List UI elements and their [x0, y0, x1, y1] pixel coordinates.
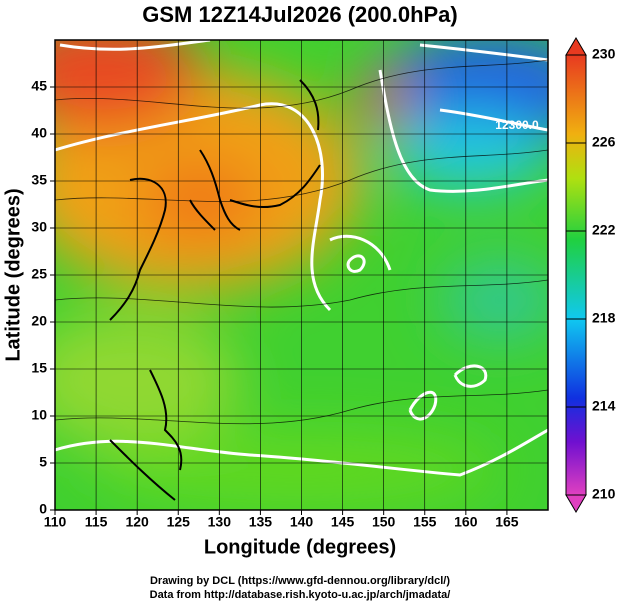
x-tick-label: 140: [290, 514, 314, 530]
colorbar-tick-label: 214: [592, 398, 616, 414]
colorbar: [565, 54, 587, 496]
field: [55, 40, 548, 510]
colorbar-tick-label: 210: [592, 486, 616, 502]
y-tick-label: 5: [39, 454, 47, 470]
y-tick-label: 45: [31, 78, 47, 94]
y-axis-label: Latitude (degrees): [2, 188, 24, 361]
credit: Drawing by DCL (https://www.gfd-dennou.o…: [150, 575, 450, 587]
x-tick-label: 150: [372, 514, 396, 530]
y-tick-label: 20: [31, 313, 47, 329]
y-tick-label: 15: [31, 360, 47, 376]
y-tick-label: 10: [31, 407, 47, 423]
y-tick-label: 30: [31, 219, 47, 235]
colorbar-bottom: [565, 494, 587, 513]
x-tick-label: 160: [454, 514, 478, 530]
x-tick-label: 130: [208, 514, 232, 530]
x-tick-label: 125: [167, 514, 191, 530]
colorbar-tick-label: 230: [592, 46, 616, 62]
y-tick-label: 40: [31, 125, 47, 141]
colorbar-tick-label: 218: [592, 310, 616, 326]
colorbar-tick-label: 226: [592, 134, 616, 150]
contour-label: 12300.0: [495, 118, 539, 132]
y-tick-label: 35: [31, 172, 47, 188]
x-tick-label: 135: [249, 514, 273, 530]
x-tick-label: 120: [125, 514, 149, 530]
x-tick-label: 165: [495, 514, 519, 530]
credit: Data from http://database.rish.kyoto-u.a…: [150, 589, 451, 601]
colorbar-tick-label: 222: [592, 222, 616, 238]
x-tick-label: 155: [413, 514, 437, 530]
x-tick-label: 145: [331, 514, 355, 530]
x-axis-label: Longitude (degrees): [204, 536, 396, 558]
x-tick-label: 110: [44, 514, 67, 530]
y-tick-label: 0: [39, 501, 47, 517]
x-tick-label: 115: [85, 514, 108, 530]
title: GSM 12Z14Jul2026 (200.0hPa): [142, 2, 458, 27]
colorbar-top: [565, 37, 587, 56]
y-tick-label: 25: [31, 266, 47, 282]
